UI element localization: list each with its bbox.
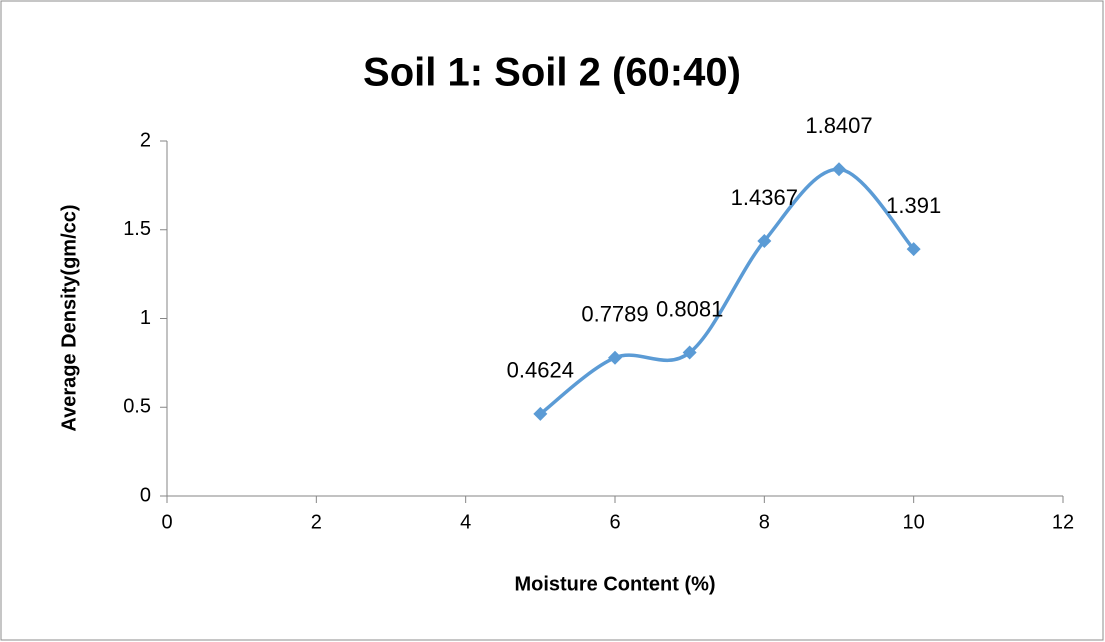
y-tick-label: 2 [140,129,151,151]
x-tick-label: 6 [609,511,620,533]
y-tick-label: 0 [140,484,151,506]
data-label: 0.4624 [507,358,574,383]
data-label: 1.8407 [805,113,872,138]
chart-title: Soil 1: Soil 2 (60:40) [363,51,741,95]
x-tick-label: 2 [311,511,322,533]
marker [906,242,921,257]
x-tick-label: 10 [903,511,925,533]
data-label: 1.391 [886,193,941,218]
y-tick-label: 0.5 [123,396,151,418]
data-label: 0.8081 [656,296,723,321]
marker [757,233,772,248]
marker [608,350,622,365]
marker [682,345,697,360]
data-label: 0.7789 [581,302,648,327]
x-tick-label: 12 [1052,511,1074,533]
x-axis-title: Moisture Content (%) [514,573,715,595]
marker [832,162,846,177]
marker [533,406,548,421]
y-axis-title: Average Density(gm/cc) [58,204,80,431]
y-tick-label: 1 [140,307,151,329]
x-tick-label: 0 [161,511,172,533]
data-label: 1.4367 [731,185,798,210]
y-tick-label: 1.5 [123,218,151,240]
x-tick-label: 8 [759,511,770,533]
x-tick-label: 4 [460,511,471,533]
